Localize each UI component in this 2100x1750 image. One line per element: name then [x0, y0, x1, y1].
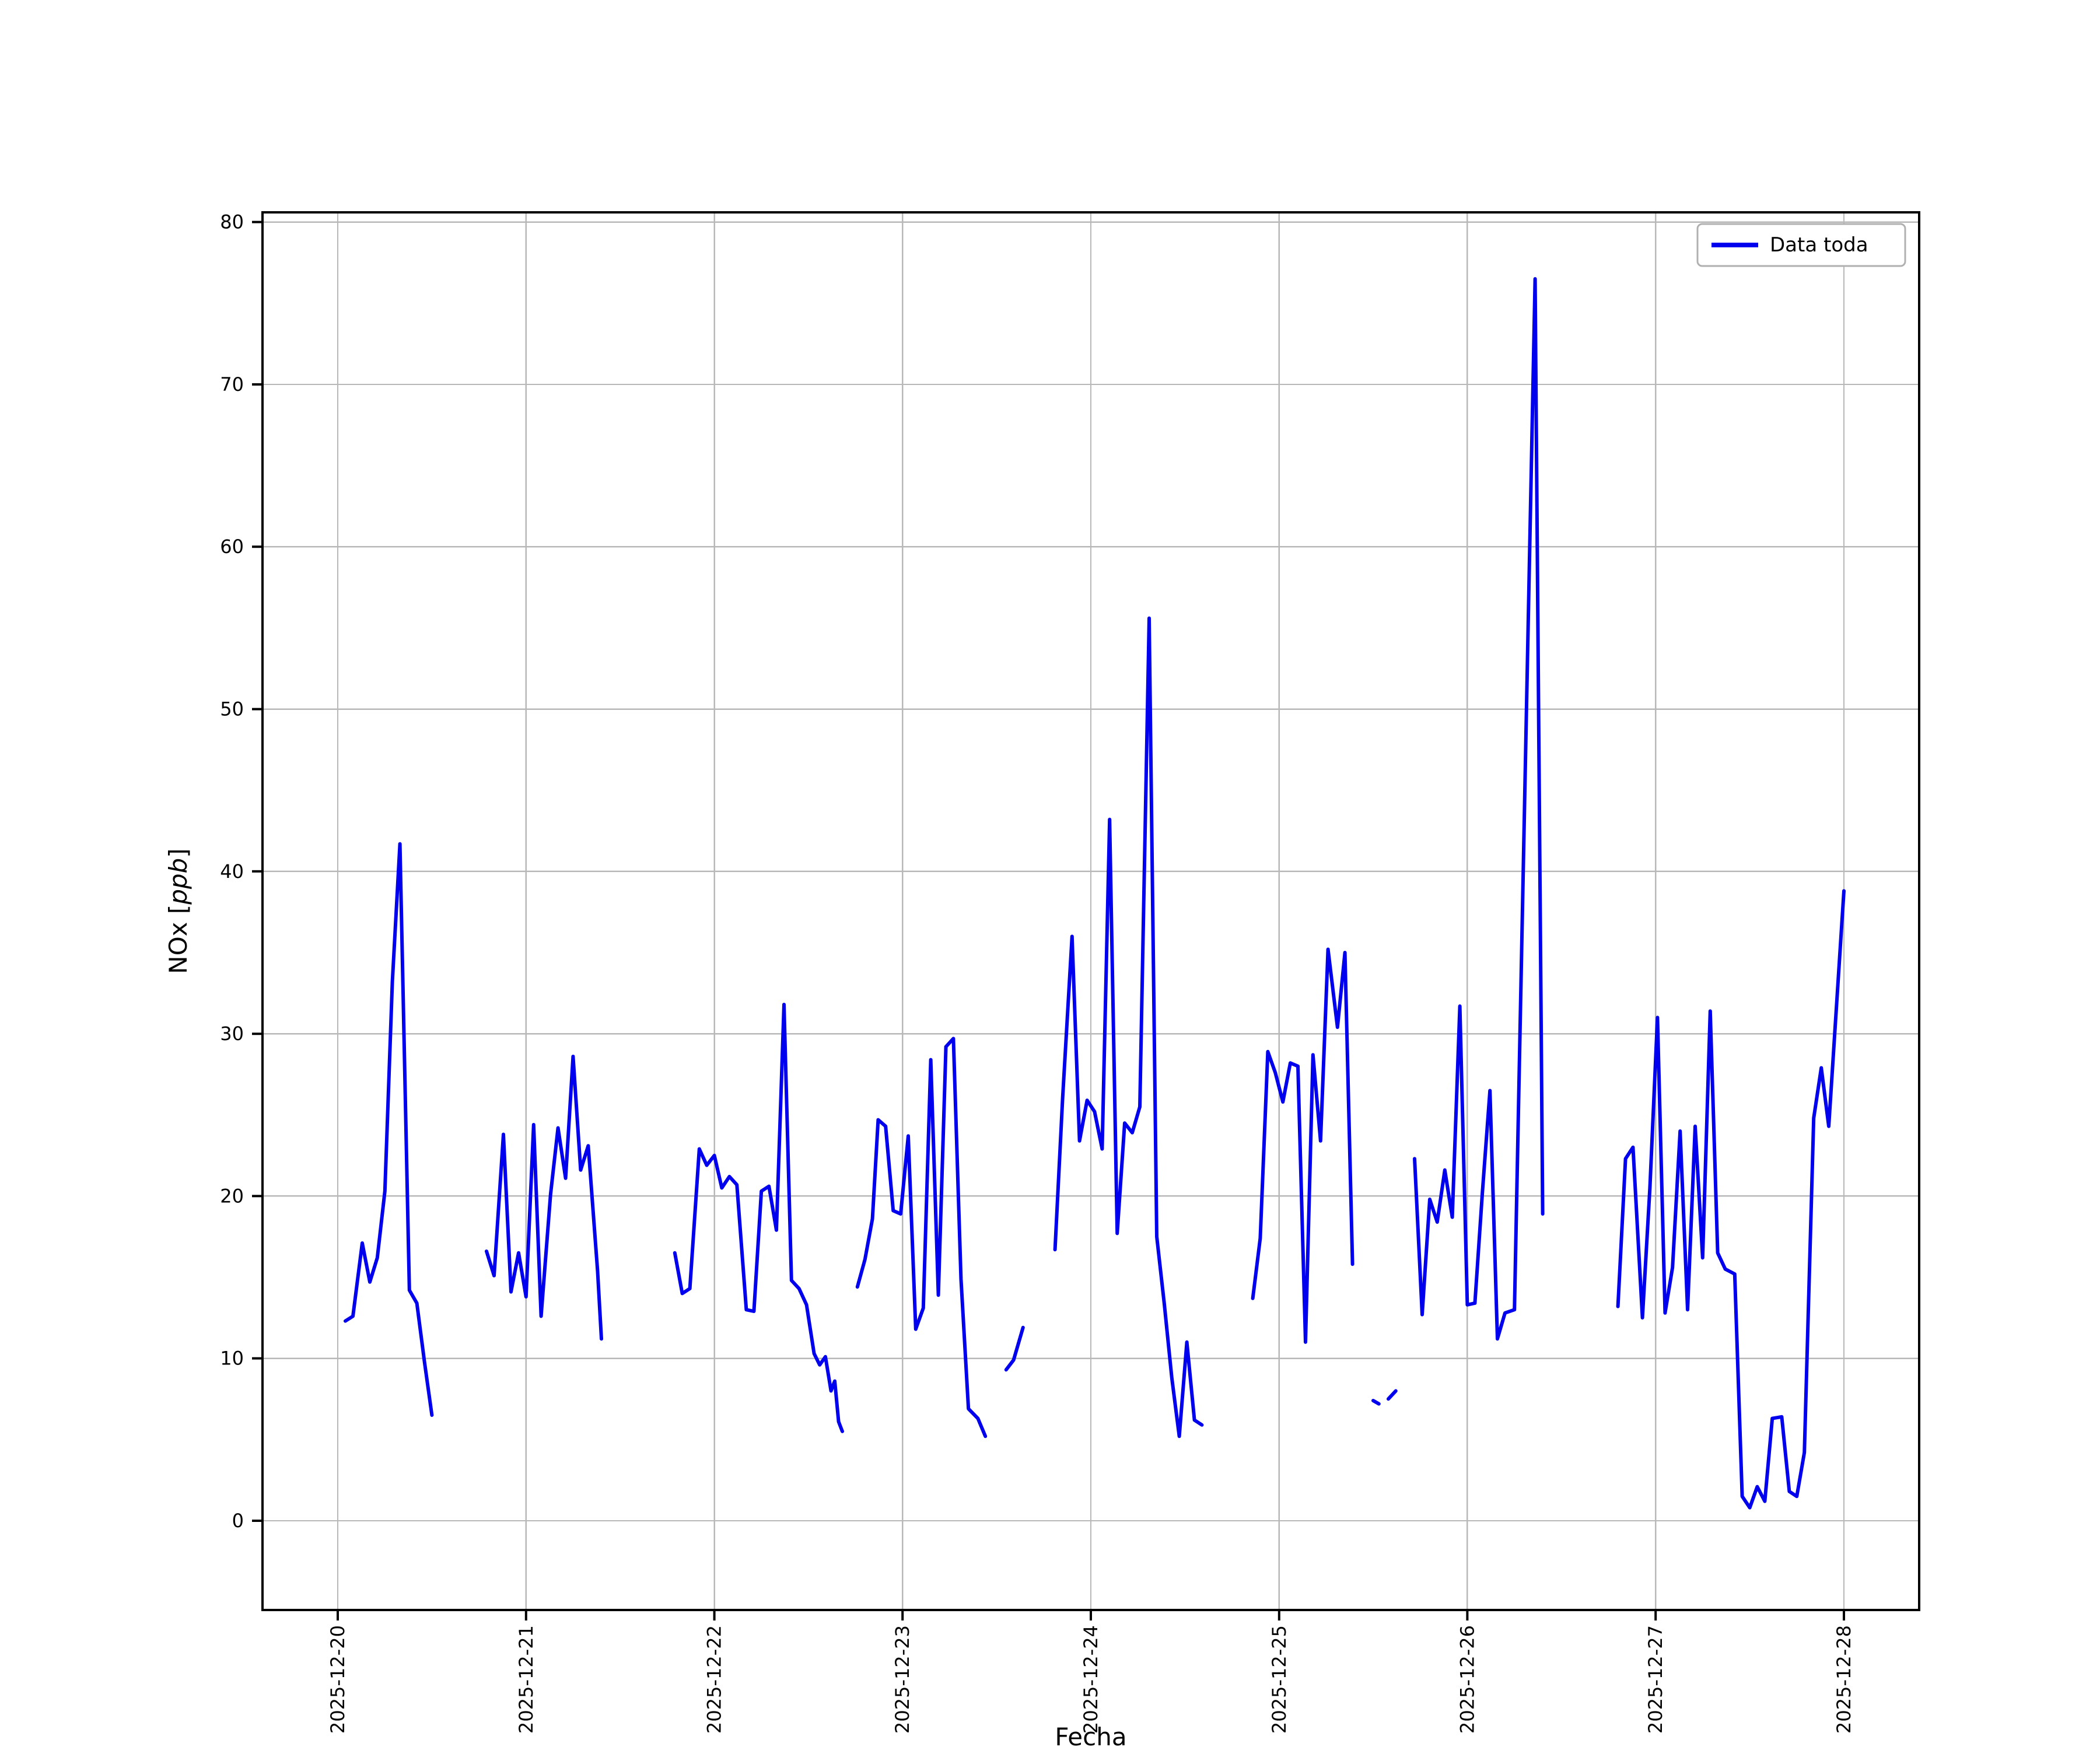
x-tick-label: 2025-12-26	[1456, 1625, 1478, 1734]
data-series-segment	[1413, 277, 1545, 1341]
data-series-segment	[485, 1055, 603, 1341]
data-series-segment	[673, 1003, 844, 1433]
x-tick-label: 2025-12-25	[1268, 1625, 1290, 1734]
data-series-segment	[1371, 1399, 1381, 1406]
y-tick-label: 70	[220, 373, 244, 396]
y-tick-label: 20	[220, 1185, 244, 1207]
data-series-segment	[1251, 947, 1354, 1344]
legend-box	[1696, 223, 1906, 267]
y-tick-label: 80	[220, 211, 244, 233]
data-series-segment	[855, 1037, 988, 1438]
y-tick-label: 0	[232, 1510, 244, 1532]
data-series-segment	[1004, 1325, 1025, 1372]
legend-label: Data toda	[1770, 233, 1868, 257]
x-tick-label: 2025-12-27	[1644, 1625, 1667, 1734]
y-tick-label: 50	[220, 698, 244, 720]
data-series-segment	[1053, 616, 1204, 1438]
y-tick-label: 10	[220, 1348, 244, 1370]
data-series-segment	[1616, 889, 1846, 1510]
y-tick-label: 40	[220, 860, 244, 883]
y-tick-label: 30	[220, 1023, 244, 1045]
y-axis-label: NOx [ppb]	[164, 848, 192, 974]
x-tick-label: 2025-12-24	[1080, 1625, 1102, 1734]
x-tick-label: 2025-12-28	[1833, 1625, 1855, 1734]
x-tick-label: 2025-12-21	[515, 1625, 537, 1734]
y-tick-label: 60	[220, 536, 244, 558]
x-tick-label: 2025-12-23	[891, 1625, 914, 1734]
x-tick-label: 2025-12-20	[327, 1625, 349, 1734]
x-tick-label: 2025-12-22	[704, 1625, 726, 1734]
x-axis-label: Fecha	[1055, 1723, 1126, 1750]
data-series-segment	[1387, 1389, 1398, 1401]
data-series-segment	[344, 842, 434, 1417]
